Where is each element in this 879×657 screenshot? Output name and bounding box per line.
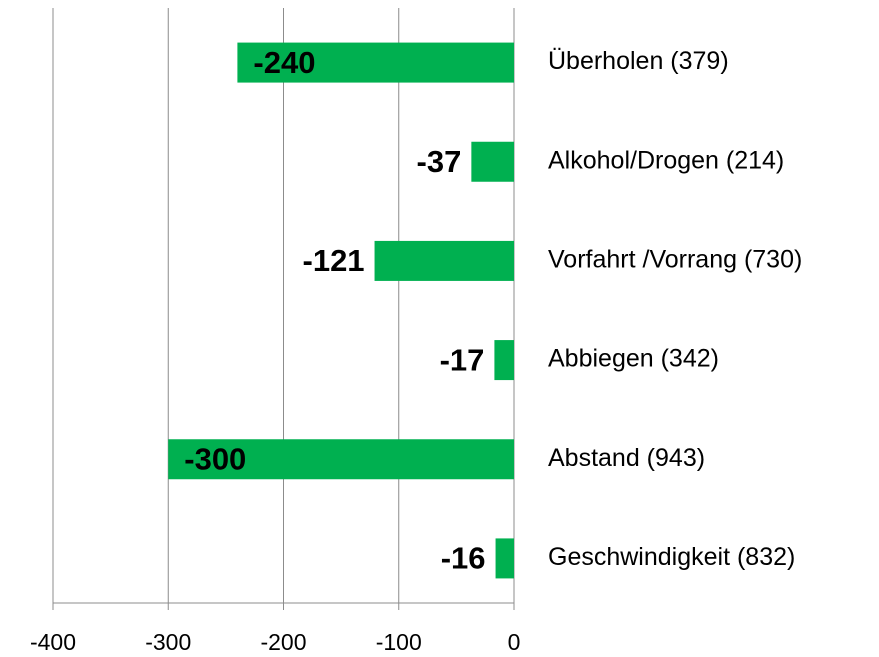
data-label: -300 bbox=[184, 441, 246, 476]
category-label: Geschwindigkeit (832) bbox=[548, 543, 795, 571]
category-label: Alkohol/Drogen (214) bbox=[548, 146, 784, 174]
data-label: -37 bbox=[417, 144, 462, 179]
category-label: Abbiegen (342) bbox=[548, 345, 719, 373]
bar bbox=[495, 538, 514, 579]
category-label: Vorfahrt /Vorrang (730) bbox=[548, 246, 802, 274]
x-tick-label: 0 bbox=[508, 629, 521, 655]
data-label: -16 bbox=[441, 541, 486, 576]
x-tick-label: -200 bbox=[260, 629, 306, 655]
bar bbox=[168, 439, 514, 480]
x-tick-label: -100 bbox=[376, 629, 422, 655]
x-tick-label: -400 bbox=[30, 629, 76, 655]
bar bbox=[374, 240, 514, 281]
category-label: Abstand (943) bbox=[548, 444, 705, 472]
bar bbox=[471, 141, 514, 182]
x-tick-label: -300 bbox=[145, 629, 191, 655]
data-label: -240 bbox=[253, 45, 315, 80]
data-label: -17 bbox=[440, 342, 485, 377]
bar bbox=[237, 42, 514, 83]
category-label: Überholen (379) bbox=[548, 47, 729, 75]
data-label: -121 bbox=[303, 243, 365, 278]
bar bbox=[494, 340, 514, 381]
